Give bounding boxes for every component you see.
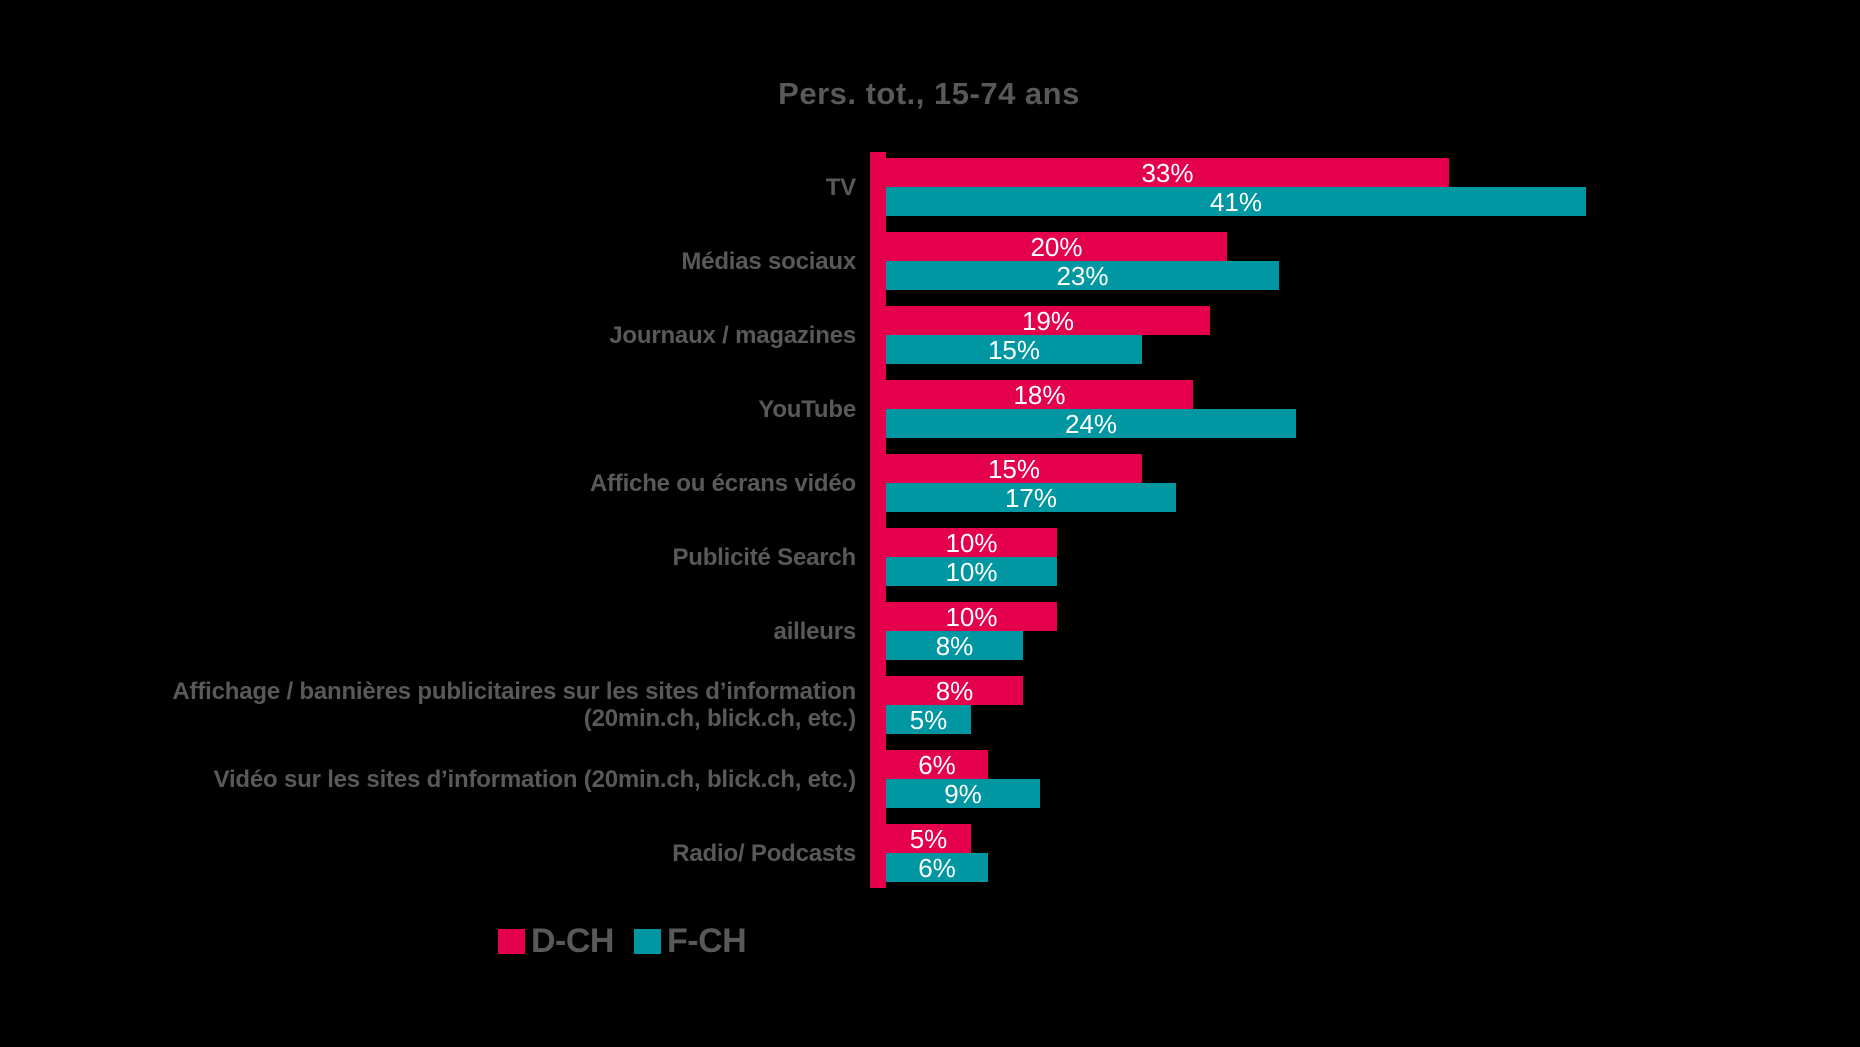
category-label: Médias sociaux: [681, 247, 856, 275]
value-label: 18%: [1013, 379, 1066, 410]
bar-f-ch: 9%: [886, 779, 1040, 808]
bar-f-ch: 10%: [886, 557, 1057, 586]
legend-label: D-CH: [531, 922, 614, 960]
legend: D-CH F-CH: [498, 922, 747, 960]
bar-d-ch: 5%: [886, 824, 971, 853]
value-label: 24%: [1064, 408, 1118, 439]
category-label: ailleurs: [773, 617, 857, 645]
category-label: TV: [825, 173, 856, 201]
bar-f-ch: 15%: [886, 335, 1142, 364]
value-label: 5%: [909, 823, 948, 854]
bar-f-ch: 6%: [886, 853, 988, 882]
bar-d-ch: 18%: [886, 380, 1193, 409]
category-label: Publicité Search: [672, 543, 856, 571]
legend-item-d-ch: D-CH: [498, 924, 614, 958]
bar-f-ch: 8%: [886, 631, 1023, 660]
value-label: 23%: [1056, 260, 1109, 291]
bar-f-ch: 5%: [886, 705, 971, 734]
value-label: 6%: [918, 749, 956, 780]
value-label: 5%: [909, 704, 948, 735]
value-label: 8%: [935, 675, 974, 706]
bar-f-ch: 41%: [886, 187, 1586, 216]
bar-d-ch: 20%: [886, 232, 1227, 261]
bar-f-ch: 17%: [886, 483, 1176, 512]
value-label: 20%: [1030, 231, 1083, 262]
y-axis-line: [870, 152, 886, 888]
category-label: Affiche ou écrans vidéo: [589, 469, 856, 497]
category-label: Journaux / magazines: [609, 321, 856, 349]
bar-d-ch: 8%: [886, 676, 1023, 705]
bar-d-ch: 15%: [886, 454, 1142, 483]
legend-label: F-CH: [666, 922, 747, 960]
legend-swatch-icon: [498, 928, 525, 954]
category-label: YouTube: [758, 395, 856, 423]
category-label: Vidéo sur les sites d’information (20min…: [213, 765, 857, 793]
value-label: 19%: [1021, 305, 1075, 336]
value-label: 17%: [1004, 482, 1058, 513]
bar-d-ch: 10%: [886, 528, 1057, 557]
chart-title: Pers. tot., 15-74 ans: [778, 76, 1080, 111]
bar-f-ch: 24%: [886, 409, 1296, 438]
value-label: 9%: [944, 778, 982, 809]
value-label: 10%: [945, 527, 998, 558]
value-label: 15%: [987, 334, 1041, 365]
bar-d-ch: 19%: [886, 306, 1210, 335]
value-label: 10%: [945, 601, 998, 632]
value-label: 6%: [918, 852, 956, 883]
value-label: 41%: [1209, 186, 1263, 217]
legend-swatch-icon: [633, 928, 661, 954]
value-label: 10%: [945, 556, 998, 587]
bar-d-ch: 6%: [886, 750, 988, 779]
value-label: 15%: [987, 453, 1041, 484]
legend-item-f-ch: F-CH: [633, 922, 747, 960]
value-label: 8%: [935, 630, 974, 661]
bar-d-ch: 10%: [886, 602, 1057, 631]
value-label: 33%: [1141, 157, 1194, 188]
bar-d-ch: 33%: [886, 158, 1449, 187]
category-label: Radio/ Podcasts: [672, 839, 856, 867]
bar-f-ch: 23%: [886, 261, 1279, 290]
category-label: Affichage / bannières publicitaires sur …: [172, 678, 856, 732]
